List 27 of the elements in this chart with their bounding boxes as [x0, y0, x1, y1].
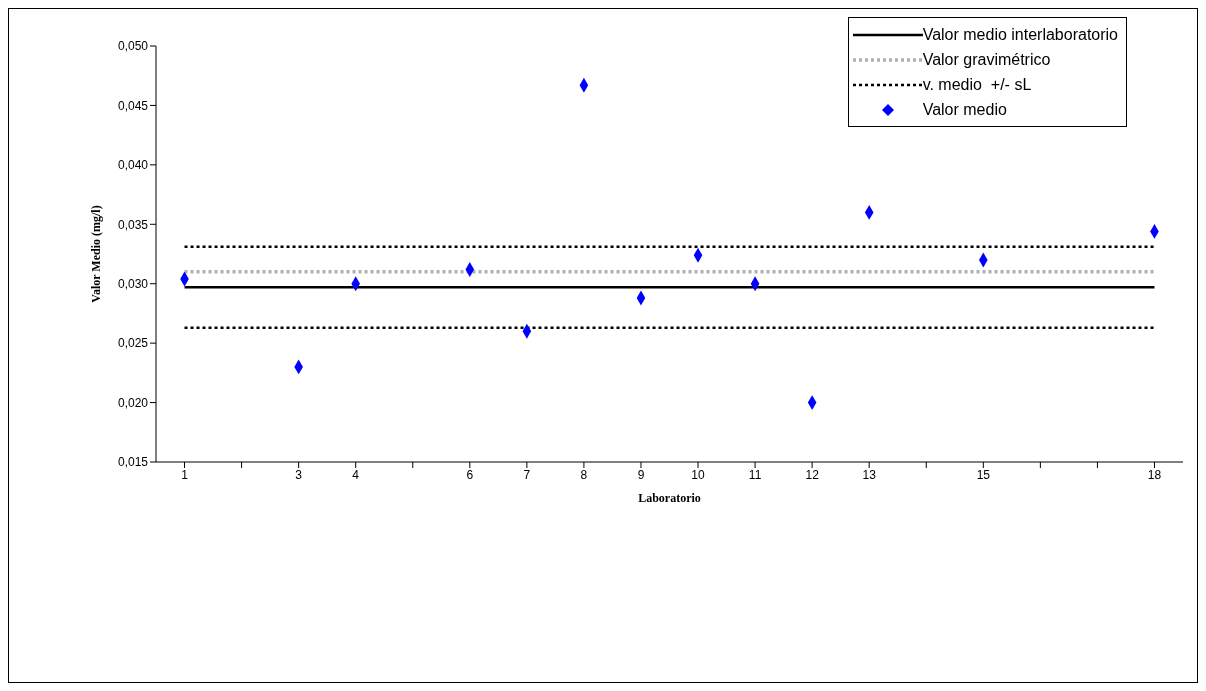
x-tick-label: 4 [352, 467, 360, 482]
x-tick-label: 13 [862, 467, 877, 482]
x-tick-label: 7 [523, 467, 531, 482]
y-tick-label: 0,025 [117, 336, 149, 351]
y-tick-label: 0,045 [117, 98, 149, 113]
x-tick-label: 9 [637, 467, 645, 482]
x-tick-label: 3 [295, 467, 303, 482]
x-tick-label: 10 [691, 467, 706, 482]
x-tick-label: 11 [748, 467, 762, 482]
legend-label: Valor medio [922, 100, 1007, 119]
x-tick-label: 6 [466, 467, 474, 482]
y-tick-label: 0,050 [117, 39, 149, 54]
y-axis-title: Valor Medio (mg/l) [89, 205, 104, 303]
y-tick-label: 0,030 [117, 276, 149, 291]
x-tick-label: 15 [976, 467, 991, 482]
y-tick-label: 0,020 [117, 395, 149, 410]
legend-label: Valor medio interlaboratorio [922, 25, 1118, 44]
x-tick-label: 1 [181, 467, 189, 482]
legend-label: Valor gravimétrico [922, 50, 1051, 69]
y-tick-label: 0,040 [117, 158, 149, 173]
y-tick-label: 0,035 [117, 217, 149, 232]
x-axis-title: Laboratorio [638, 491, 701, 505]
x-tick-label: 18 [1147, 467, 1162, 482]
y-tick-label: 0,015 [117, 455, 149, 470]
x-tick-label: 8 [580, 467, 588, 482]
legend-label: v. medio +/- sL [922, 75, 1032, 94]
x-tick-label: 12 [805, 467, 820, 482]
